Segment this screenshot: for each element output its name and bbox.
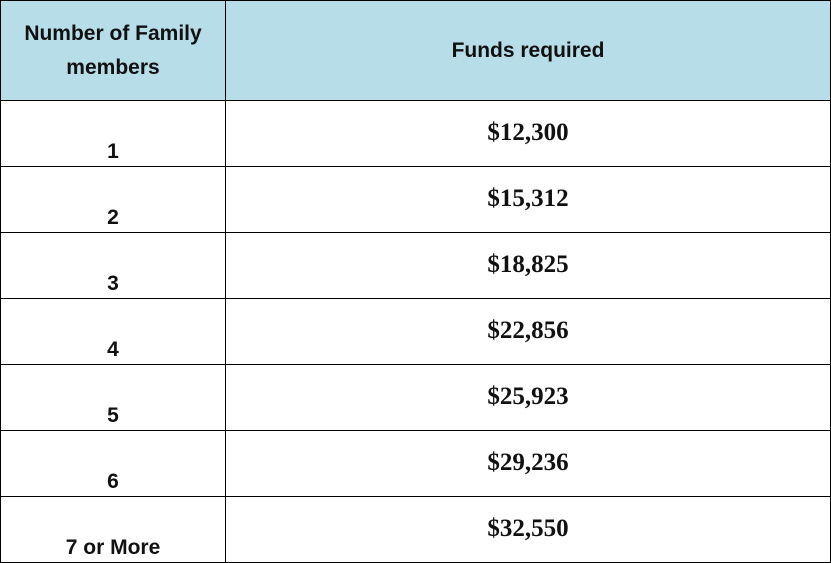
family-size-cell: 6 bbox=[0, 430, 226, 497]
funds-cell: $15,312 bbox=[225, 166, 831, 233]
family-size-cell: 1 bbox=[0, 100, 226, 167]
family-size-cell: 7 or More bbox=[0, 496, 226, 563]
funds-cell: $29,236 bbox=[225, 430, 831, 497]
funds-cell: $25,923 bbox=[225, 364, 831, 431]
funds-cell: $12,300 bbox=[225, 100, 831, 167]
header-cell: Funds required bbox=[225, 0, 831, 101]
header-cell: Number of Family members bbox=[0, 0, 226, 101]
funds-cell: $18,825 bbox=[225, 232, 831, 299]
family-size-cell: 3 bbox=[0, 232, 226, 299]
family-size-cell: 5 bbox=[0, 364, 226, 431]
funds-cell: $22,856 bbox=[225, 298, 831, 365]
funds-cell: $32,550 bbox=[225, 496, 831, 563]
family-size-cell: 4 bbox=[0, 298, 226, 365]
family-size-cell: 2 bbox=[0, 166, 226, 233]
